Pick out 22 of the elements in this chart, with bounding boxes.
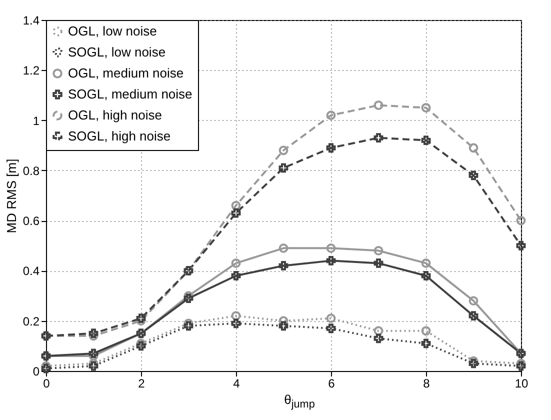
legend-label: SOGL, high noise [68,128,171,144]
legend-label: SOGL, medium noise [68,86,192,102]
legend-label: SOGL, low noise [68,44,166,60]
y-tick-label: 1.4 [22,14,40,28]
legend-label: OGL, low noise [68,24,157,38]
y-axis-title: MD RMS [m] [4,158,19,234]
x-tick-label: 10 [514,376,528,390]
x-tick-label: 8 [423,376,430,390]
x-axis-title: θ$_{jump}$ [283,392,316,411]
y-tick-label: 0.6 [22,214,40,228]
x-tick-label: 2 [138,376,146,390]
x-tick-label: 4 [233,376,240,390]
x-tick-label: 6 [328,376,336,390]
y-tick-label: 0.2 [22,314,40,328]
y-tick-label: 1 [32,114,40,128]
y-tick-label: 0.4 [22,264,40,278]
y-tick-label: 0.8 [22,164,40,178]
x-tick-label: 0 [43,376,50,390]
y-tick-label: 0 [32,364,40,378]
legend-label: OGL, medium noise [68,66,184,80]
legend-label: OGL, high noise [68,108,162,122]
y-tick-label: 1.2 [22,64,40,78]
